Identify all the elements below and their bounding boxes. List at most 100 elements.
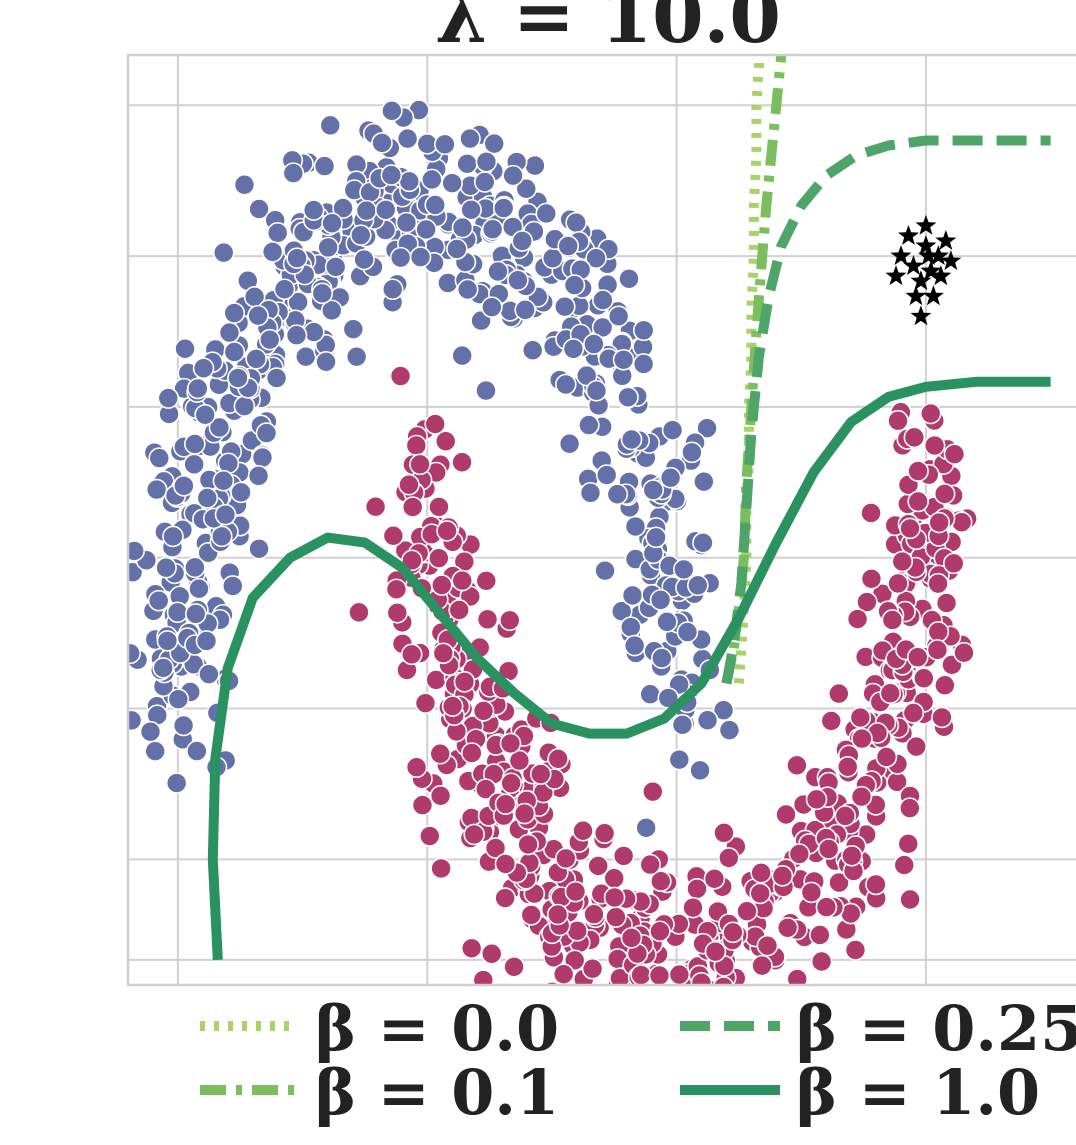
series-0-point-473: [374, 198, 397, 221]
series-0-point-580: [487, 260, 509, 283]
series-0-point-545: [156, 630, 179, 652]
series-0-point-539: [173, 475, 195, 497]
boundary-line-3: [207, 376, 1051, 961]
series-0-point-598: [230, 481, 252, 504]
series-1-point-584: [555, 847, 577, 870]
series-1-point-361: [703, 868, 726, 890]
series-2-point-11: [915, 214, 937, 235]
series-0-point-428: [621, 584, 644, 607]
series-0-point-434: [350, 224, 372, 246]
series-1-point-392: [647, 1025, 667, 1045]
series-1-point-139: [767, 1000, 787, 1020]
series-1-point-589: [840, 844, 863, 867]
series-1-point-434: [786, 754, 808, 777]
series-1-point-461: [750, 861, 772, 884]
series-1-point-467: [424, 413, 446, 435]
series-1-point-554: [463, 823, 485, 846]
series-0-point-75: [248, 198, 270, 220]
series-2-point-2: [927, 245, 949, 265]
series-1-point-321: [712, 976, 735, 985]
series-1-point-453: [756, 934, 779, 957]
series-0-point-285: [558, 432, 581, 455]
series-1-point-437: [428, 547, 450, 569]
series-1-point-227: [686, 878, 708, 900]
series-1-point-105: [810, 950, 833, 973]
series-0-point-436: [451, 216, 474, 239]
series-1-point-340: [649, 920, 671, 943]
series-1-point-171: [668, 991, 688, 1011]
series-0-point-324: [188, 577, 210, 600]
series-0-point-351: [617, 386, 639, 409]
series-0-point-114: [459, 127, 481, 150]
series-1-point-563: [704, 940, 727, 963]
series-0-point-474: [265, 367, 288, 389]
series-0-point-595: [152, 657, 175, 679]
series-2-point-3: [910, 270, 932, 291]
series-1-point-569: [605, 906, 627, 928]
series-1-point-445: [891, 550, 914, 573]
series-1-point-549: [639, 853, 661, 876]
series-0-point-367: [575, 364, 598, 387]
series-0-point-509: [353, 248, 375, 271]
series-0-point-435: [535, 202, 558, 225]
series-1-point-263: [405, 434, 428, 457]
series-1-point-571: [851, 727, 873, 750]
series-0-point-554: [398, 170, 421, 193]
series-1-point-553: [899, 517, 921, 540]
series-0-point-178: [618, 267, 640, 290]
series-0-point-113: [578, 414, 600, 436]
series-1-point-21: [587, 855, 610, 877]
series-0-point-374: [212, 241, 235, 264]
series-1-point-533: [385, 578, 408, 601]
series-1-point-377: [775, 803, 797, 826]
series-1-point-119: [724, 1003, 744, 1023]
series-0-point-472: [381, 100, 403, 122]
series-0-point-566: [632, 319, 655, 342]
series-0-point-503: [441, 172, 463, 194]
series-0-point-294: [696, 709, 719, 732]
series-1-point-498: [500, 772, 522, 795]
series-0-point-407: [692, 531, 714, 554]
series-1-point-135: [856, 591, 878, 613]
series-1-point-567: [517, 833, 539, 856]
series-0-point-217: [396, 127, 419, 150]
series-1-point-165: [418, 825, 441, 847]
series-1-point-560: [461, 742, 483, 764]
series-1-point-539: [520, 904, 543, 926]
series-2-point-14: [885, 265, 907, 286]
series-0-point-282: [165, 772, 188, 794]
series-1-point-532: [398, 473, 420, 496]
series-1-point-379: [887, 409, 909, 432]
series-1-point-577: [494, 853, 517, 875]
series-1-point-599: [603, 886, 626, 909]
series-0-point-443: [139, 720, 162, 743]
series-1-point-506: [834, 805, 857, 827]
series-1-point-303: [820, 710, 843, 732]
series-1-point-429: [474, 778, 497, 800]
series-1-point-357: [893, 854, 916, 876]
series-0-point-250: [594, 559, 616, 582]
series-1-point-401: [788, 843, 811, 865]
boundary-line-2: [721, 135, 1051, 685]
series-1-point-178: [637, 1002, 657, 1022]
series-0-point-487: [585, 379, 608, 402]
series-1-point-511: [713, 1042, 733, 1062]
series-0-point-404: [223, 302, 246, 324]
series-1-point-540: [513, 802, 536, 825]
series-0-point-359: [166, 601, 189, 624]
series-0-point-541: [315, 351, 337, 373]
series-1-point-299: [899, 797, 921, 819]
series-1-point-591: [927, 572, 949, 595]
series-1-point-568: [907, 460, 929, 482]
series-1-point-399: [844, 939, 867, 961]
series-1-point-168: [612, 845, 635, 867]
series-1-point-243: [774, 1003, 794, 1023]
series-1-point-425: [498, 609, 521, 632]
series-0-point-590: [389, 246, 412, 269]
series-0-point-570: [192, 357, 215, 380]
series-0-point-511: [456, 278, 479, 301]
series-0-point-507: [321, 212, 343, 235]
series-0-point-484: [332, 197, 354, 219]
series-1-point-413: [849, 706, 872, 729]
series-0-point-559: [302, 199, 325, 221]
